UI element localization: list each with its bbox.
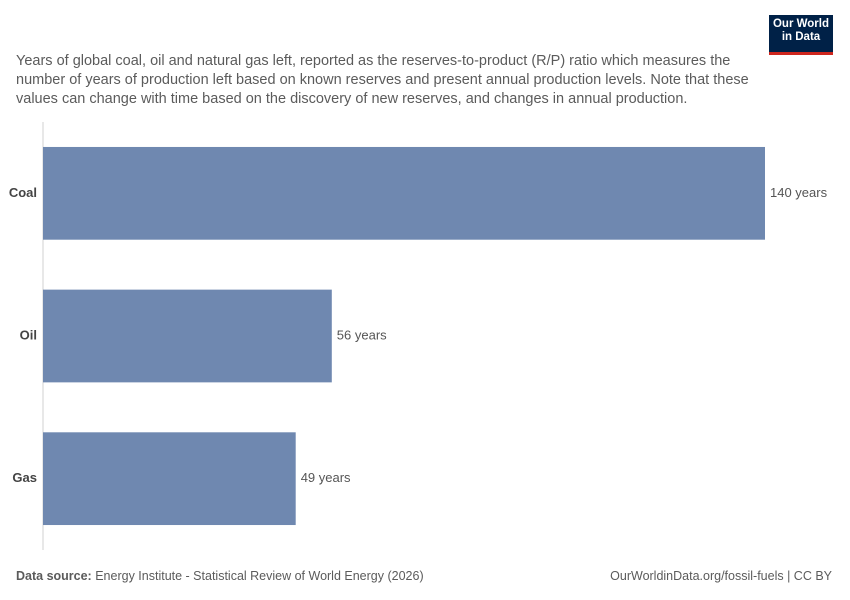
source-label: Data source:	[16, 569, 92, 583]
subtitle: Years of global coal, oil and natural ga…	[16, 53, 749, 107]
bar	[43, 432, 296, 526]
bar	[43, 146, 765, 240]
logo[interactable]: Our World in Data	[769, 15, 833, 55]
value-label: 49 years	[301, 470, 351, 485]
y-tick-label: Gas	[12, 470, 37, 485]
source: Data source: Energy Institute - Statisti…	[16, 569, 424, 583]
value-label: 56 years	[337, 327, 387, 342]
value-label: 140 years	[770, 185, 828, 200]
y-tick-label: Oil	[20, 327, 37, 342]
source-text: Energy Institute - Statistical Review of…	[95, 569, 424, 583]
bar	[43, 289, 332, 383]
y-tick-label: Coal	[9, 185, 37, 200]
url[interactable]: OurWorldinData.org/fossil-fuels | CC BY	[610, 569, 832, 583]
